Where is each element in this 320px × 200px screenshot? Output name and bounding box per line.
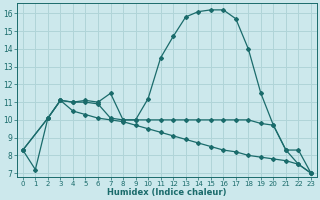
X-axis label: Humidex (Indice chaleur): Humidex (Indice chaleur) [107,188,227,197]
